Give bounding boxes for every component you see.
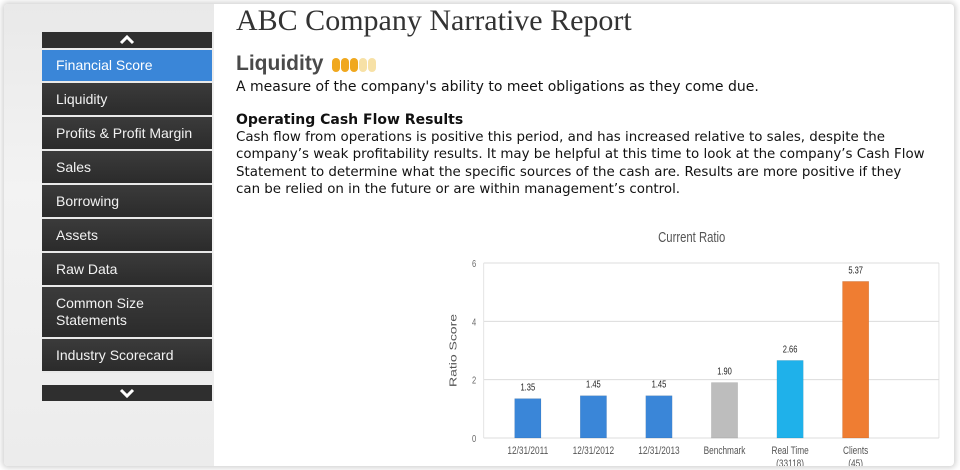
bar xyxy=(776,360,804,439)
score-dot-filled xyxy=(349,58,358,72)
bar-value-label: 2.66 xyxy=(783,343,798,354)
x-tick-label: 12/31/2012 xyxy=(573,445,614,457)
report-window: Financial Score Liquidity Profits & Profit… xyxy=(4,4,954,466)
bar-value-label: 1.45 xyxy=(586,379,601,390)
y-tick-label: 0 xyxy=(472,433,476,444)
bar-value-label: 5.37 xyxy=(848,264,863,275)
score-dot-filled xyxy=(331,58,340,72)
bar xyxy=(580,395,607,439)
sidebar: Financial Score Liquidity Profits & Profit… xyxy=(4,4,214,466)
sidebar-item-financial-score[interactable]: Financial Score xyxy=(42,50,212,83)
score-dot-empty xyxy=(358,58,367,72)
narrative-paragraph: Cash flow from operations is positive th… xyxy=(236,130,925,198)
x-tick-label: (45) xyxy=(848,458,863,466)
x-tick-label: Real Time xyxy=(771,445,808,457)
bar xyxy=(645,395,673,439)
bar xyxy=(842,281,870,439)
sidebar-item-label: Liquidity xyxy=(56,90,108,107)
current-ratio-chart: Current Ratio Ratio Score 0 2 4 6 1.35 12/31/20… xyxy=(434,222,954,466)
bar xyxy=(711,382,738,439)
score-dot-filled xyxy=(340,58,349,72)
chart-svg: Current Ratio Ratio Score 0 2 4 6 1.35 12/31/20… xyxy=(447,228,940,466)
bar xyxy=(514,398,542,439)
sidebar-item-raw-data[interactable]: Raw Data xyxy=(42,253,212,287)
sidebar-item-label: Industry Scorecard xyxy=(56,346,174,363)
sidebar-item-liquidity[interactable]: Liquidity xyxy=(42,83,212,117)
sidebar-item-assets[interactable]: Assets xyxy=(42,219,212,253)
y-axis-label: Ratio Score xyxy=(447,314,459,387)
x-tick-label: Clients xyxy=(843,445,868,457)
section-header: Liquidity xyxy=(236,52,377,76)
sidebar-scroll-down[interactable] xyxy=(42,385,212,401)
y-tick-label: 4 xyxy=(472,316,476,327)
x-tick-label: 12/31/2011 xyxy=(507,445,548,457)
x-tick-label: Benchmark xyxy=(704,445,746,457)
sidebar-nav: Financial Score Liquidity Profits & Profit… xyxy=(42,50,212,373)
bar-value-label: 1.35 xyxy=(520,382,535,393)
section-title: Liquidity xyxy=(236,52,324,75)
sidebar-item-label: Profits & Profit Margin xyxy=(56,124,193,141)
subheading: Operating Cash Flow Results xyxy=(236,112,464,128)
y-tick-label: 2 xyxy=(472,375,476,386)
report-content: ABC Company Narrative Report Liquidity A… xyxy=(214,4,954,466)
sidebar-item-label: Sales xyxy=(56,158,92,175)
bar-value-label: 1.45 xyxy=(652,379,667,390)
sidebar-item-label: Raw Data xyxy=(56,260,118,277)
sidebar-item-label: Borrowing xyxy=(56,192,120,209)
chevron-down-icon xyxy=(119,388,135,398)
sidebar-item-profits-profit-margin[interactable]: Profits & Profit Margin xyxy=(42,117,212,151)
score-dot-empty xyxy=(367,58,376,72)
sidebar-item-label: Assets xyxy=(56,226,99,243)
chart-title: Current Ratio xyxy=(658,228,725,245)
section-description: A measure of the company's ability to me… xyxy=(236,79,759,95)
sidebar-item-industry-scorecard[interactable]: Industry Scorecard xyxy=(42,339,212,373)
sidebar-item-common-size-statements[interactable]: Common Size Statements xyxy=(42,287,212,339)
score-indicator xyxy=(331,58,377,72)
x-tick-label: (33118) xyxy=(776,458,804,466)
y-tick-label: 6 xyxy=(472,258,476,269)
chevron-up-icon xyxy=(119,35,135,45)
sidebar-item-label: Financial Score xyxy=(56,57,153,73)
sidebar-item-borrowing[interactable]: Borrowing xyxy=(42,185,212,219)
page-title: ABC Company Narrative Report xyxy=(236,4,632,37)
sidebar-scroll-up[interactable] xyxy=(42,32,212,48)
bar-value-label: 1.90 xyxy=(717,366,732,377)
sidebar-item-sales[interactable]: Sales xyxy=(42,151,212,185)
x-tick-label: 12/31/2013 xyxy=(638,445,679,457)
sidebar-item-label: Common Size Statements xyxy=(56,295,144,328)
